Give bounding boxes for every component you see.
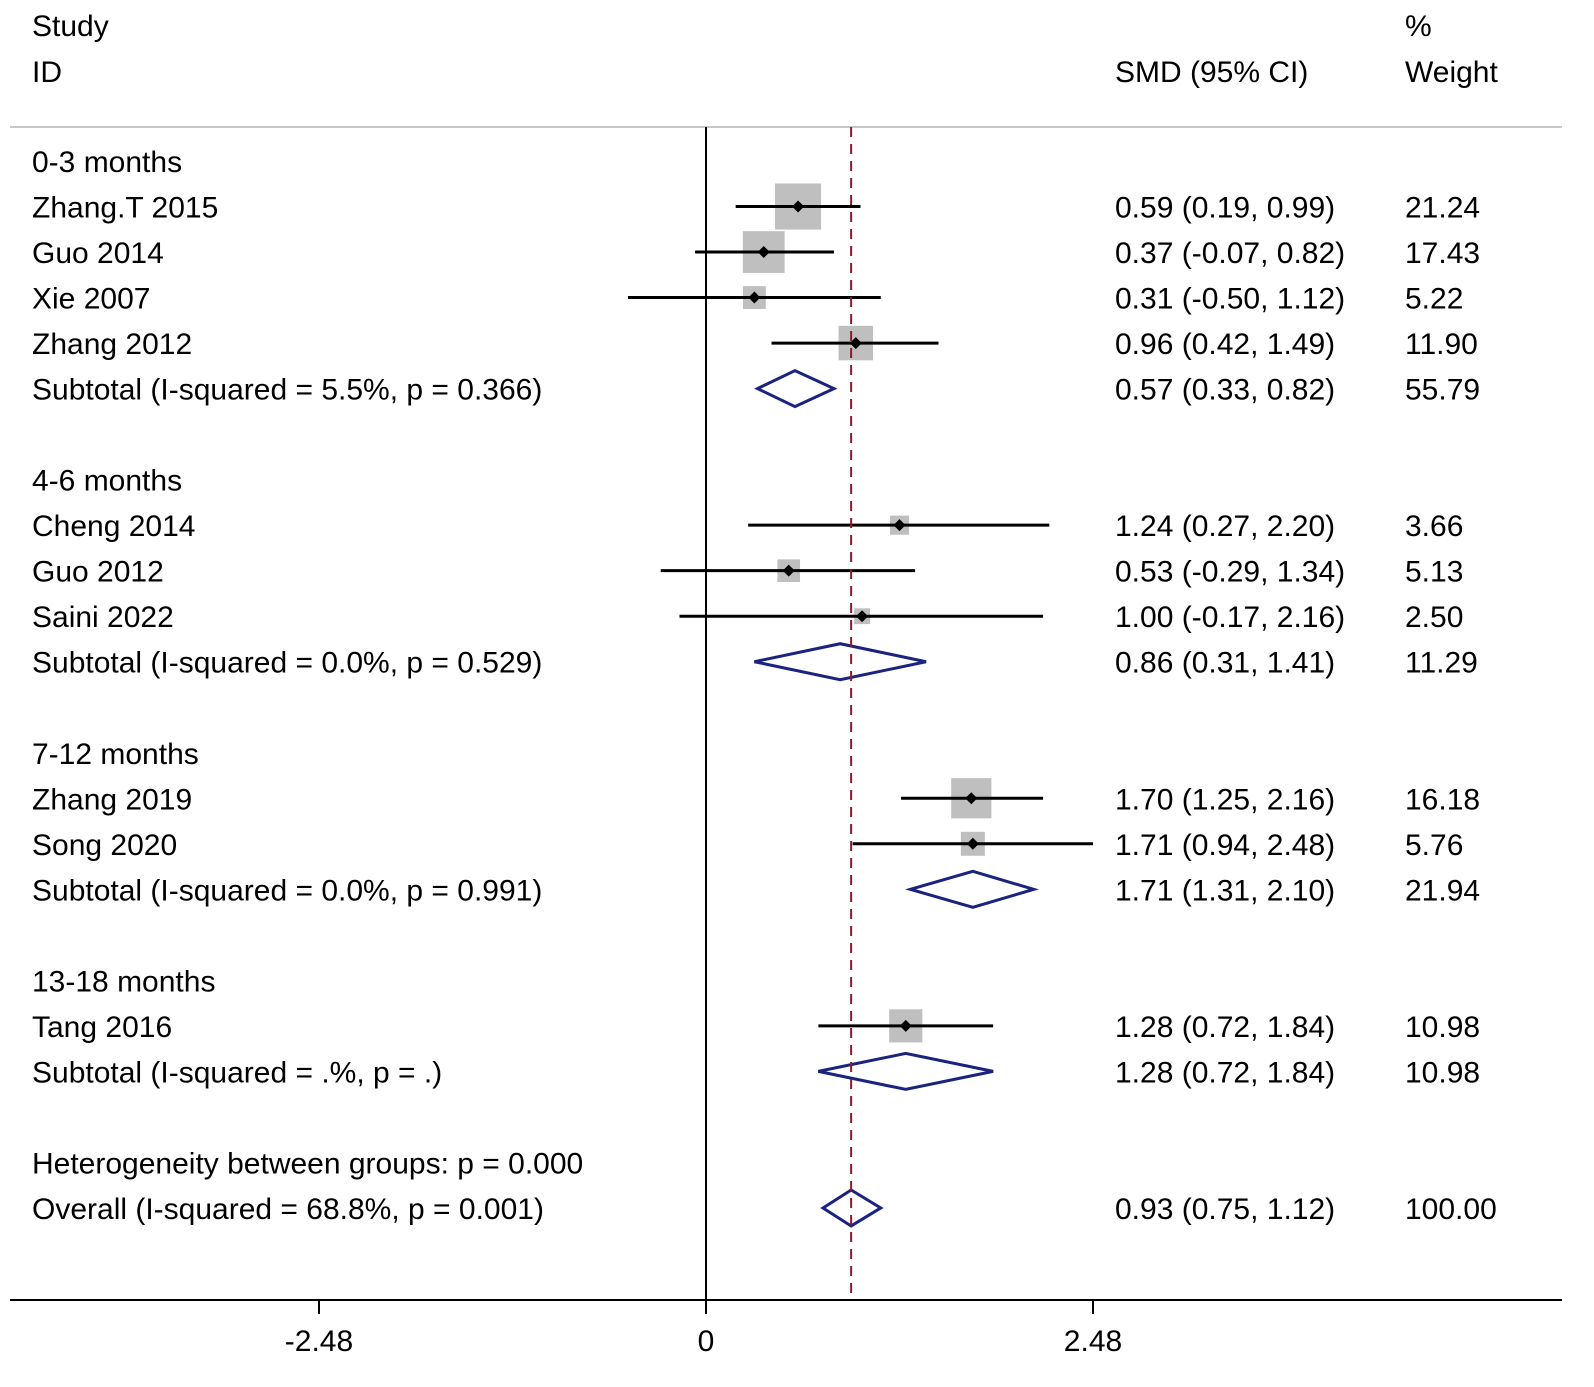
x-tick-label: 0: [698, 1325, 715, 1358]
subtotal-diamond: [754, 368, 838, 409]
point-estimate: [899, 1019, 912, 1032]
point-estimate: [782, 564, 795, 577]
x-tick-label: 2.48: [1064, 1325, 1122, 1358]
study-ci: 0.59 (0.19, 0.99): [1115, 192, 1335, 225]
subtotal-ci: 1.28 (0.72, 1.84): [1115, 1056, 1335, 1089]
subtotal-label: Subtotal (I-squared = 5.5%, p = 0.366): [32, 374, 542, 407]
study-name: Tang 2016: [32, 1011, 172, 1044]
study-ci: 0.37 (-0.07, 0.82): [1115, 237, 1345, 270]
point-estimate: [748, 291, 761, 304]
point-estimate: [849, 337, 862, 350]
study-ci: 1.00 (-0.17, 2.16): [1115, 601, 1345, 634]
header-effect: SMD (95% CI): [1115, 56, 1308, 89]
point-estimate: [965, 792, 978, 805]
study-ci: 1.24 (0.27, 2.20): [1115, 510, 1335, 543]
study-weight: 5.76: [1405, 829, 1463, 862]
group-label: 0-3 months: [32, 146, 182, 179]
group-label: 4-6 months: [32, 465, 182, 498]
x-tick-label: -2.48: [285, 1325, 353, 1358]
study-weight: 11.90: [1405, 328, 1478, 361]
subtotal-diamond: [818, 1051, 994, 1091]
study-name: Zhang.T 2015: [32, 192, 218, 225]
header-weight: Weight: [1405, 56, 1498, 89]
header-weight-percent: %: [1405, 10, 1432, 43]
study-weight: 10.98: [1405, 1011, 1480, 1044]
subtotal-ci: 0.57 (0.33, 0.82): [1115, 374, 1335, 407]
study-name: Song 2020: [32, 829, 177, 862]
study-weight: 21.24: [1405, 192, 1480, 225]
study-name: Zhang 2012: [32, 328, 192, 361]
study-ci: 0.31 (-0.50, 1.12): [1115, 283, 1345, 316]
study-name: Saini 2022: [32, 601, 174, 634]
subtotal-diamond: [754, 642, 927, 682]
subtotal-weight: 11.29: [1405, 647, 1478, 680]
overall-ci: 0.93 (0.75, 1.12): [1115, 1193, 1335, 1226]
study-weight: 3.66: [1405, 510, 1463, 543]
study-name: Cheng 2014: [32, 510, 195, 543]
study-weight: 5.13: [1405, 556, 1463, 589]
study-name: Guo 2012: [32, 556, 164, 589]
study-ci: 1.28 (0.72, 1.84): [1115, 1011, 1335, 1044]
point-estimate: [757, 246, 770, 259]
subtotal-label: Subtotal (I-squared = 0.0%, p = 0.991): [32, 874, 542, 907]
point-estimate: [966, 837, 979, 850]
study-weight: 5.22: [1405, 283, 1463, 316]
header-study: Study: [32, 10, 109, 43]
overall-diamond: [820, 1188, 884, 1228]
group-label: 13-18 months: [32, 965, 215, 998]
study-ci: 1.71 (0.94, 2.48): [1115, 829, 1335, 862]
point-estimate: [856, 610, 869, 623]
subtotal-diamond: [905, 869, 1039, 909]
study-weight: 17.43: [1405, 237, 1480, 270]
subtotal-weight: 55.79: [1405, 374, 1480, 407]
overall-label: Overall (I-squared = 68.8%, p = 0.001): [32, 1193, 544, 1226]
study-ci: 0.53 (-0.29, 1.34): [1115, 556, 1345, 589]
study-ci: 0.96 (0.42, 1.49): [1115, 328, 1335, 361]
subtotal-weight: 21.94: [1405, 874, 1480, 907]
subtotal-label: Subtotal (I-squared = .%, p = .): [32, 1056, 442, 1089]
subtotal-label: Subtotal (I-squared = 0.0%, p = 0.529): [32, 647, 542, 680]
point-estimate: [792, 200, 805, 213]
study-ci: 1.70 (1.25, 2.16): [1115, 783, 1335, 816]
subtotal-ci: 1.71 (1.31, 2.10): [1115, 874, 1335, 907]
study-name: Xie 2007: [32, 283, 150, 316]
heterogeneity-label: Heterogeneity between groups: p = 0.000: [32, 1147, 583, 1180]
study-name: Zhang 2019: [32, 783, 192, 816]
group-label: 7-12 months: [32, 738, 199, 771]
subtotal-ci: 0.86 (0.31, 1.41): [1115, 647, 1335, 680]
study-weight: 16.18: [1405, 783, 1480, 816]
study-weight: 2.50: [1405, 601, 1463, 634]
subtotal-weight: 10.98: [1405, 1056, 1480, 1089]
overall-weight: 100.00: [1405, 1193, 1497, 1226]
header-id: ID: [32, 56, 62, 89]
study-name: Guo 2014: [32, 237, 164, 270]
point-estimate: [893, 519, 906, 532]
